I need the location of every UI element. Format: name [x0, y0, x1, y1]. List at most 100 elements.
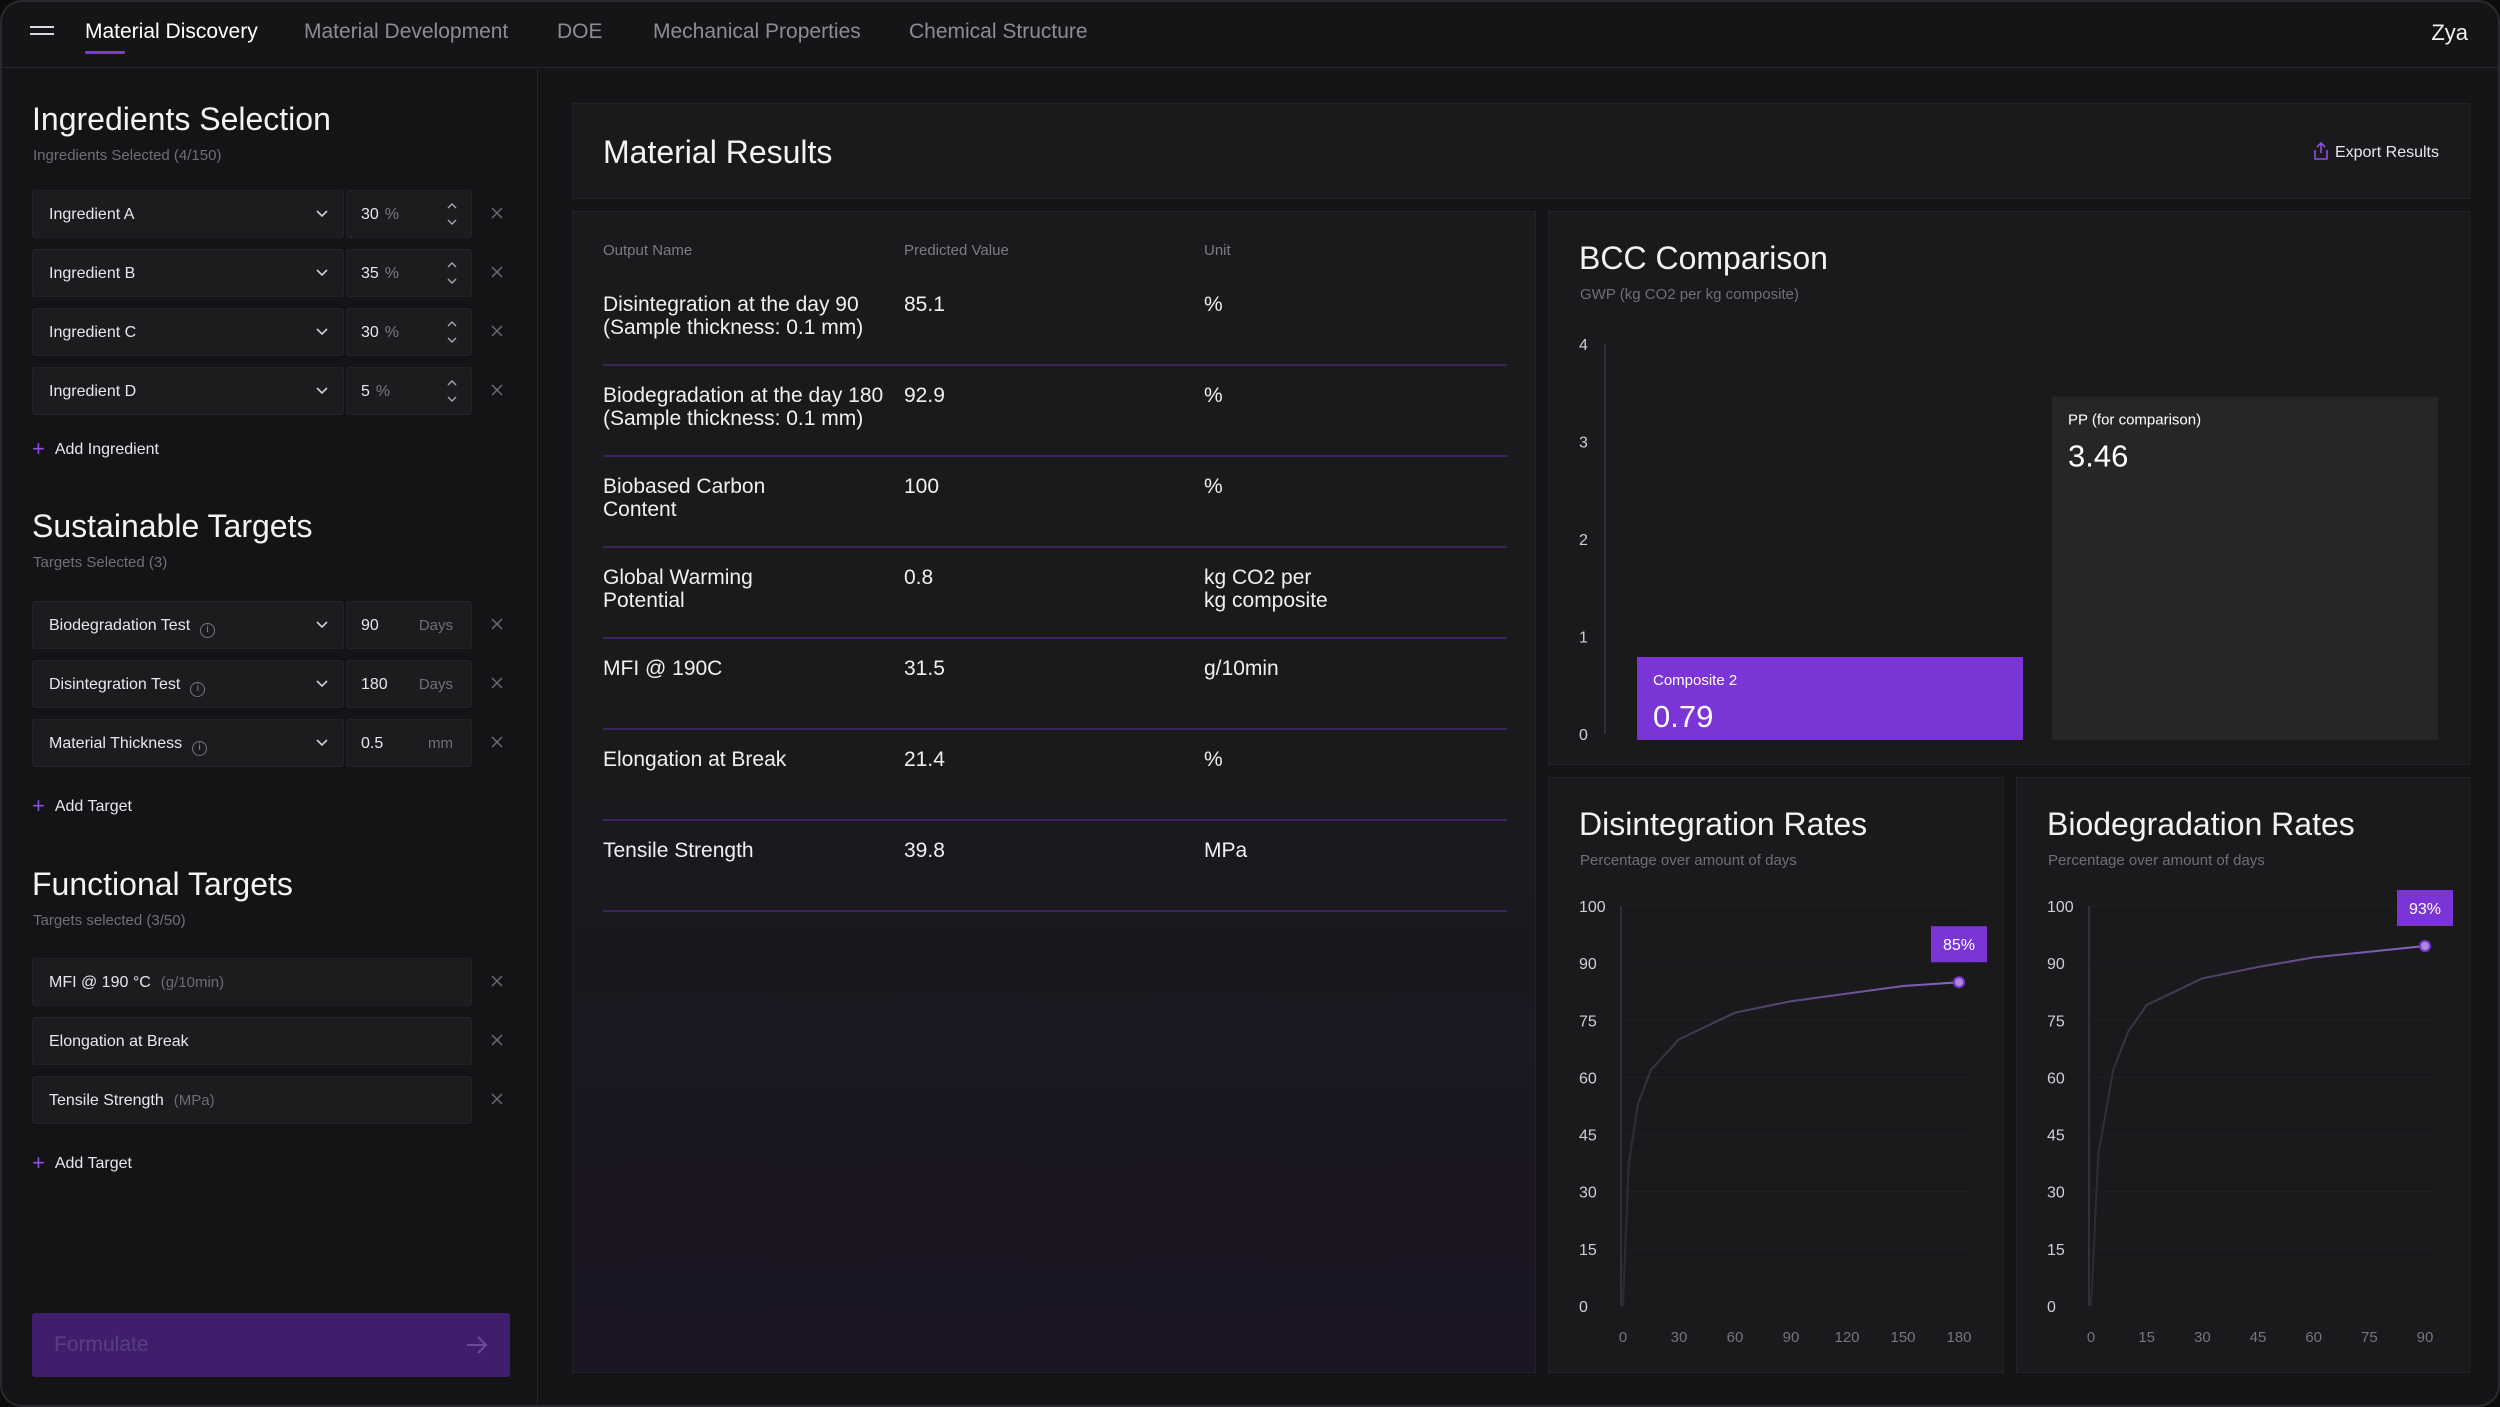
info-icon[interactable]: i [200, 623, 216, 638]
stepper-icon[interactable] [445, 199, 459, 229]
stepper-icon[interactable] [445, 317, 459, 347]
table-row: Biodegradation at the day 180 (Sample th… [603, 366, 1507, 457]
x-tick-label: 45 [2250, 1329, 2267, 1346]
functional-target-field[interactable]: Elongation at Break [32, 1017, 472, 1065]
x-tick-label: 180 [1946, 1329, 1971, 1346]
ingredient-name: Ingredient D [49, 383, 137, 400]
export-label: Export Results [2334, 144, 2439, 161]
ingredient-percentage-input[interactable]: 30% [346, 190, 472, 238]
predicted-value: 21.4 [904, 748, 945, 771]
column-header-output-name: Output Name [603, 242, 693, 259]
x-tick-label: 90 [1783, 1329, 1800, 1346]
target-name: Disintegration Test [49, 676, 181, 693]
tab-chemical-structure[interactable]: Chemical Structure [909, 20, 1088, 43]
remove-icon[interactable] [489, 675, 505, 691]
add-functional-target-button[interactable]: + Add Target [32, 1150, 132, 1176]
target-select[interactable]: Biodegradation Test i [32, 601, 344, 649]
remove-icon[interactable] [489, 205, 505, 221]
target-value-input[interactable]: 180 Days [346, 660, 472, 708]
tab-material-discovery[interactable]: Material Discovery [85, 20, 258, 54]
biodegradation-line-chart: 0 15 30 45 60 75 90 100 0 15 30 45 60 75 90 93% [2047, 890, 2453, 1346]
ingredients-subtitle: Ingredients Selected (4/150) [33, 147, 222, 164]
x-tick-label: 75 [2361, 1329, 2378, 1346]
ingredient-select[interactable]: Ingredient B [32, 249, 344, 297]
remove-icon[interactable] [489, 1091, 505, 1107]
info-icon[interactable]: i [190, 682, 206, 697]
export-results-button[interactable]: Export Results [2313, 141, 2439, 162]
end-value-label: 93% [2409, 901, 2441, 918]
remove-icon[interactable] [489, 734, 505, 750]
x-tick-label: 120 [1834, 1329, 1859, 1346]
remove-icon[interactable] [489, 1032, 505, 1048]
add-ingredient-button[interactable]: + Add Ingredient [32, 436, 159, 462]
info-icon[interactable]: i [192, 741, 208, 756]
ingredient-select[interactable]: Ingredient A [32, 190, 344, 238]
target-value: 0.5 [361, 735, 384, 752]
chevron-down-icon [316, 739, 328, 747]
unit: g/10min [1204, 657, 1279, 680]
remove-icon[interactable] [489, 973, 505, 989]
tab-mechanical-properties[interactable]: Mechanical Properties [653, 20, 861, 43]
y-tick-label: 2 [1579, 532, 1588, 549]
left-sidebar: Ingredients Selection Ingredients Select… [2, 69, 538, 1405]
target-value-input[interactable]: 0.5 mm [346, 719, 472, 767]
target-select[interactable]: Material Thickness i [32, 719, 344, 767]
ingredient-percentage-input[interactable]: 30% [346, 308, 472, 356]
remove-icon[interactable] [489, 616, 505, 632]
target-name: Tensile Strength [49, 1092, 164, 1109]
formulate-button[interactable]: Formulate [32, 1313, 510, 1377]
y-tick-label: 30 [2047, 1185, 2065, 1202]
add-target-label: Add Target [54, 1155, 132, 1172]
ingredient-select[interactable]: Ingredient D [32, 367, 344, 415]
functional-target-field[interactable]: Tensile Strength (MPa) [32, 1076, 472, 1124]
end-point-marker [1953, 976, 1965, 989]
end-value-label: 85% [1943, 937, 1975, 954]
biodegradation-chart-title: Biodegradation Rates [2047, 806, 2355, 842]
unit: kg CO2 per kg composite [1204, 566, 1328, 612]
sustainable-targets-subtitle: Targets Selected (3) [33, 554, 168, 571]
bcc-comparison-panel: BCC Comparison GWP (kg CO2 per kg compos… [1548, 211, 2470, 765]
table-row: Biobased Carbon Content 100 % [603, 457, 1507, 548]
remove-icon[interactable] [489, 323, 505, 339]
target-select[interactable]: Disintegration Test i [32, 660, 344, 708]
output-name: Elongation at Break [603, 748, 787, 771]
predicted-value: 0.8 [904, 566, 934, 589]
disintegration-chart-title: Disintegration Rates [1579, 806, 1868, 842]
tab-material-development[interactable]: Material Development [304, 20, 509, 43]
bar [1637, 656, 2023, 740]
y-tick-label: 45 [1579, 1128, 1597, 1145]
chevron-down-icon [316, 680, 328, 688]
biodegradation-panel: Biodegradation Rates Percentage over amo… [2016, 777, 2470, 1373]
disintegration-panel: Disintegration Rates Percentage over amo… [1548, 777, 2004, 1373]
stepper-icon[interactable] [445, 376, 459, 406]
target-name: MFI @ 190 °C [49, 974, 151, 991]
remove-icon[interactable] [489, 264, 505, 280]
ingredient-select[interactable]: Ingredient C [32, 308, 344, 356]
ingredient-percentage-input[interactable]: 35% [346, 249, 472, 297]
x-tick-label: 90 [2417, 1329, 2434, 1346]
y-tick-label: 0 [2047, 1299, 2056, 1316]
unit-label: % [384, 324, 400, 341]
y-tick-label: 90 [2047, 956, 2065, 973]
predicted-value: 92.9 [904, 384, 945, 407]
user-name[interactable]: Zya [2431, 20, 2468, 45]
y-tick-label: 75 [1579, 1013, 1597, 1030]
y-tick-label: 4 [1579, 337, 1588, 354]
stepper-icon[interactable] [445, 258, 459, 288]
add-ingredient-label: Add Ingredient [54, 441, 159, 458]
target-value-input[interactable]: 90 Days [346, 601, 472, 649]
bar-value-label: 3.46 [2068, 439, 2128, 474]
tab-doe[interactable]: DOE [557, 20, 603, 43]
unit-label: (MPa) [173, 1092, 215, 1109]
bcc-chart-subtitle: GWP (kg CO2 per kg composite) [1580, 286, 1799, 303]
hamburger-menu-icon[interactable] [30, 26, 54, 42]
ingredient-percentage-input[interactable]: 5% [346, 367, 472, 415]
arrow-right-icon [467, 1336, 488, 1354]
bcc-chart-title: BCC Comparison [1579, 240, 1828, 276]
functional-target-field[interactable]: MFI @ 190 °C (g/10min) [32, 958, 472, 1006]
remove-icon[interactable] [489, 382, 505, 398]
add-sustainable-target-button[interactable]: + Add Target [32, 793, 132, 819]
sustainable-targets-title: Sustainable Targets [32, 508, 313, 544]
x-tick-label: 0 [2087, 1329, 2095, 1346]
